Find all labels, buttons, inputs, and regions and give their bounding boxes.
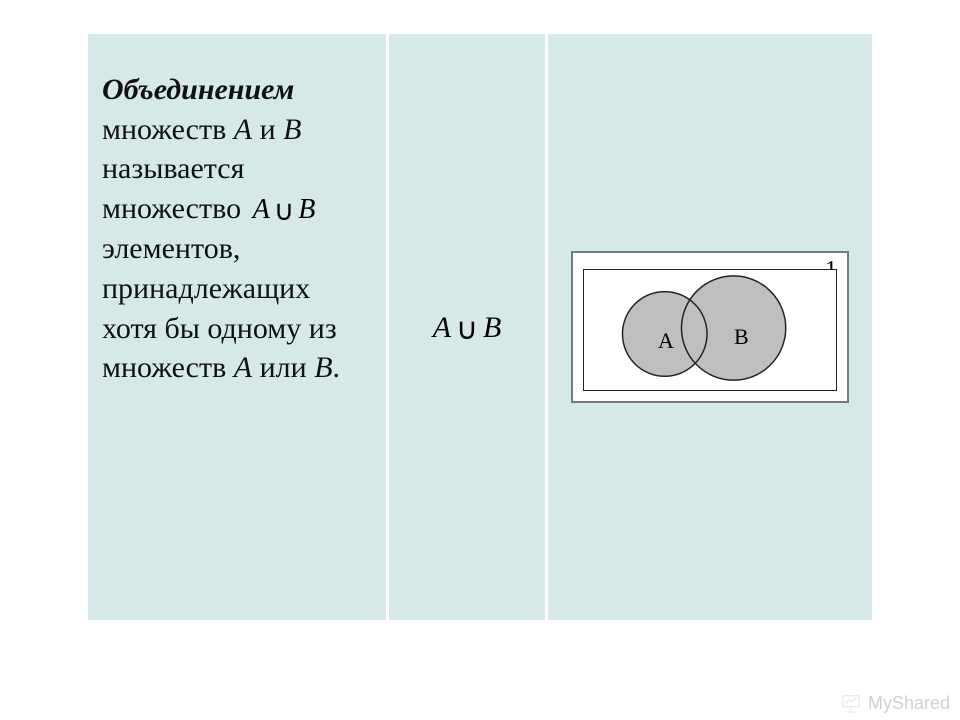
formula-column: A∪B (386, 34, 548, 620)
diagram-column: 1 A B (548, 34, 872, 620)
def-set-B-2: В (314, 351, 332, 384)
union-icon: ∪ (270, 194, 299, 231)
formula-center-A: A (433, 311, 451, 344)
watermark-text: MyShared (868, 693, 950, 714)
formula-inline-A: A (253, 194, 270, 225)
venn-label-B: B (734, 324, 749, 350)
def-frag-2: называется множество (102, 152, 244, 225)
venn-universe-box: A B (583, 269, 837, 391)
presentation-icon (840, 692, 862, 714)
def-frag-and: и (252, 113, 283, 146)
definition-text: Объединением множеств А и В называется м… (102, 70, 372, 388)
union-icon: ∪ (451, 312, 483, 347)
formula-inline-B: B (298, 194, 315, 225)
venn-svg (584, 270, 836, 390)
term-word: Объединением (102, 73, 294, 106)
def-set-A-1: А (234, 113, 252, 146)
def-set-A-2: А (234, 351, 252, 384)
formula-inline: A∪B (253, 192, 316, 229)
venn-label-A: A (658, 328, 674, 354)
formula-center-B: B (483, 311, 501, 344)
definition-column: Объединением множеств А и В называется м… (88, 34, 386, 620)
def-frag-1: множеств (102, 113, 234, 146)
slide-panel: Объединением множеств А и В называется м… (88, 34, 872, 620)
def-frag-or: или (252, 351, 314, 384)
def-set-B-1: В (283, 113, 301, 146)
venn-diagram: 1 A B (571, 251, 849, 403)
formula-center: A∪B (433, 310, 502, 345)
watermark: MyShared (840, 692, 950, 714)
def-period: . (333, 351, 341, 384)
